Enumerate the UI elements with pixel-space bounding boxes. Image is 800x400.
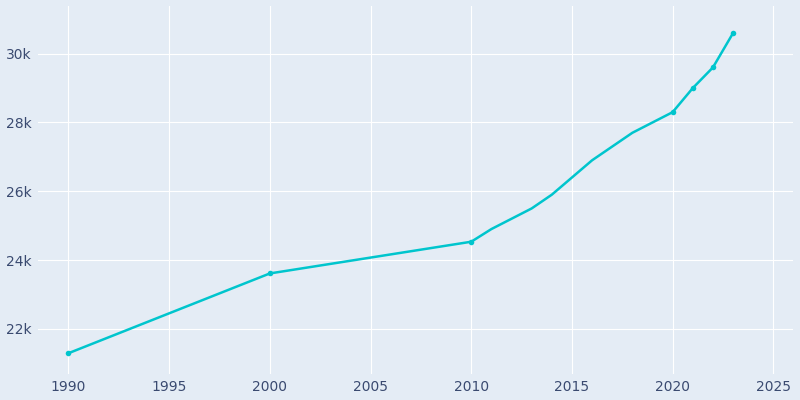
Point [62, 350, 75, 356]
Point [666, 109, 679, 115]
Point [263, 270, 276, 277]
Point [706, 64, 719, 71]
Point [686, 85, 699, 91]
Point [465, 238, 478, 245]
Point [726, 30, 739, 36]
